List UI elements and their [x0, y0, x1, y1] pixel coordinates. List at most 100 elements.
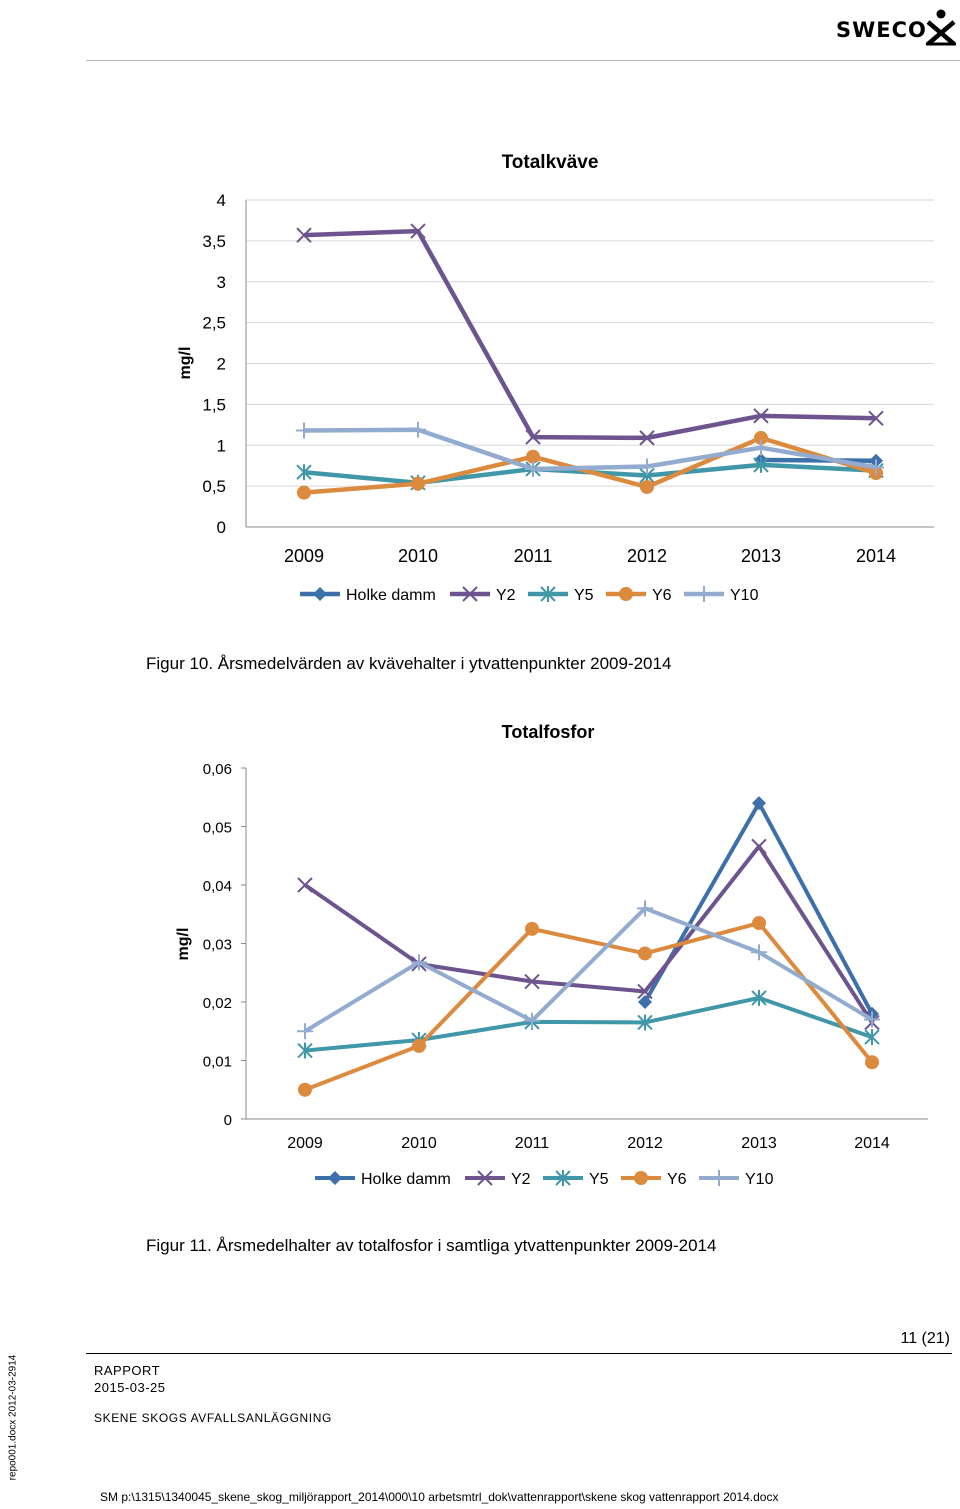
n-chart-y-tick-label: 2: [217, 355, 226, 374]
p-chart-y-tick-label: 0,02: [203, 995, 232, 1012]
n-chart-series-line-4: [303, 435, 877, 495]
p-chart-series-point-4: [412, 1038, 426, 1053]
p-chart-y-tick-label: 0: [224, 1112, 232, 1129]
n-chart-series-point-5: [868, 459, 884, 476]
sweco-logo-icon: [926, 9, 956, 46]
n-chart-x-tick-label: 2011: [514, 546, 553, 566]
report-label: RAPPORT: [94, 1363, 161, 1378]
n-chart-legend-label: Y10: [730, 587, 759, 604]
p-chart-y-tick-label: 0,04: [203, 878, 232, 895]
n-chart-series-point-3: [753, 456, 769, 473]
report-date: 2015-03-25: [94, 1380, 166, 1395]
p-chart-series-line-2: [303, 844, 874, 1024]
n-chart-x-tick-label: 2009: [284, 546, 324, 566]
report-block: RAPPORT 2015-03-25: [94, 1362, 166, 1396]
chart-totalkvave: Totalkväve mg/l 0 0,5 1 1,5 2 2,5 3 3,5 4 2009 2010 2…: [0, 0, 960, 640]
n-chart-series-point-5: [296, 422, 312, 439]
n-chart-legend-item-5: Y10: [684, 586, 759, 604]
p-chart-series-point-5: [637, 900, 653, 917]
p-chart-y-tick-label: 0,01: [203, 1054, 232, 1071]
n-chart-legend-marker: [540, 586, 556, 602]
template-id: repo001.docx 2012-03-2914: [7, 1354, 19, 1481]
p-chart-series-point-5: [864, 1011, 880, 1028]
p-chart-legend-item-5: Y10: [699, 1170, 774, 1188]
p-chart-x-tick-label: 2011: [515, 1135, 550, 1152]
p-chart-series-point-4: [525, 921, 539, 936]
n-chart-y-tick-label: 3: [217, 273, 226, 292]
n-chart-legend-label: Y2: [496, 587, 516, 604]
n-chart-series-point-2: [639, 430, 655, 446]
p-chart-legend-item-3: Y5: [543, 1170, 609, 1188]
n-chart-legend-marker: [696, 586, 712, 602]
p-chart-legend-marker: [555, 1170, 571, 1186]
p-chart-y-tick-label: 0,06: [203, 761, 232, 778]
p-chart-series-point-3: [297, 1042, 313, 1059]
n-chart-x-tick-label: 2014: [856, 546, 896, 566]
p-chart-x-tick-label: 2010: [401, 1135, 437, 1152]
p-chart-series-point-4: [752, 916, 766, 931]
n-chart-series-point-4: [297, 485, 311, 500]
n-chart-series-point-2: [410, 223, 426, 239]
footer-rule: [86, 1353, 952, 1354]
n-chart-legend-label: Holke damm: [346, 587, 436, 604]
n-chart-series-line-1: [760, 457, 877, 464]
p-chart-series-point-3: [864, 1029, 880, 1046]
n-chart-y-tick-label: 1: [217, 436, 226, 455]
n-chart-series-point-4: [754, 430, 768, 445]
n-chart-y-tick-label: 0: [217, 518, 226, 537]
p-chart-legend-marker: [711, 1170, 727, 1186]
n-chart-y-tick-label: 3,5: [202, 232, 226, 251]
n-chart-legend-item-4: Y6: [606, 587, 672, 604]
p-chart-series-point-4: [638, 946, 652, 961]
n-chart-y-axis-label: mg/l: [177, 347, 194, 380]
p-chart-x-tick-label: 2014: [854, 1135, 890, 1152]
company-logo-text: SWECO: [836, 18, 927, 42]
header-rule: [86, 60, 960, 61]
p-chart-legend-item-2: Y2: [465, 1170, 531, 1188]
p-chart-series-point-2: [637, 983, 653, 1000]
p-chart-legend-item-4: Y6: [621, 1171, 687, 1188]
p-chart-y-axis-label: mg/l: [175, 928, 192, 961]
p-chart-legend-item-1: Holke damm: [315, 1171, 451, 1188]
p-chart-legend-label: Y6: [667, 1171, 687, 1188]
chart-totalkvave-svg: Totalkväve mg/l 0 0,5 1 1,5 2 2,5 3 3,5 4 2009 2010 2…: [177, 152, 934, 604]
figure-10-caption: Figur 10. Årsmedelvärden av kvävehalter …: [146, 654, 672, 673]
n-chart-series-point-4: [640, 479, 654, 494]
page-number: 11 (21): [900, 1330, 950, 1347]
project-name: SKENE SKOGS AVFALLSANLÄGGNING: [94, 1411, 332, 1425]
p-chart-series-point-5: [411, 954, 427, 971]
n-chart-series-point-5: [639, 458, 655, 475]
p-chart-title: Totalfosfor: [502, 722, 595, 742]
p-chart-series-line-5: [303, 906, 874, 1033]
chart-totalfosfor: Totalfosfor mg/l 0 0,01 0,02 0,03 0,04 0,05 0,06…: [0, 700, 960, 1210]
n-chart-legend-item-2: Y2: [450, 586, 516, 604]
n-chart-series-line-5: [303, 427, 877, 472]
n-chart-series-point-2: [296, 227, 312, 243]
n-chart-legend-item-1: Holke damm: [300, 587, 436, 604]
p-chart-series-point-4: [298, 1082, 312, 1097]
p-chart-series-line-3: [304, 995, 873, 1053]
p-chart-x-tick-label: 2012: [627, 1135, 663, 1152]
p-chart-legend-marker: [328, 1171, 342, 1185]
p-chart-x-tick-label: 2009: [287, 1135, 323, 1152]
n-chart-legend-label: Y6: [652, 587, 672, 604]
p-chart-y-tick-label: 0,05: [203, 820, 232, 837]
p-chart-series-point-5: [751, 944, 767, 961]
n-chart-series-line-2: [303, 228, 877, 441]
file-path: SM p:\1315\1340045_skene_skog_miljörappo…: [100, 1490, 779, 1504]
p-chart-legend-marker: [634, 1171, 648, 1185]
n-chart-series-point-5: [525, 460, 541, 477]
p-chart-series-point-1: [752, 796, 766, 811]
n-chart-x-tick-label: 2012: [627, 546, 667, 566]
p-chart-legend-label: Y10: [745, 1171, 774, 1188]
p-chart-series-line-4: [304, 921, 874, 1092]
n-chart-series-point-5: [753, 439, 769, 456]
p-chart-series-point-1: [638, 995, 652, 1009]
p-chart-series-point-5: [524, 1012, 540, 1029]
n-chart-legend-marker: [619, 587, 633, 601]
n-chart-series-point-4: [526, 449, 540, 464]
p-chart-series-point-2: [524, 973, 540, 990]
p-chart-series-point-2: [751, 838, 767, 855]
n-chart-y-tick-label: 4: [217, 191, 226, 210]
p-chart-series-point-3: [751, 989, 767, 1006]
